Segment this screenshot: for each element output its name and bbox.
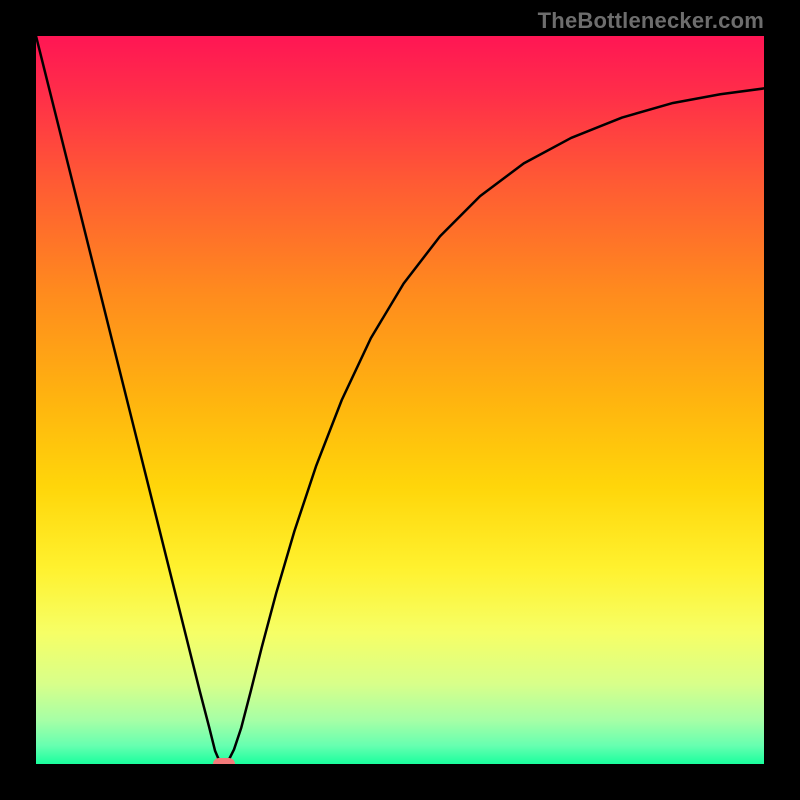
watermark-label: TheBottlenecker.com	[538, 8, 764, 34]
plot-area	[36, 36, 764, 764]
bottleneck-curve	[36, 36, 764, 764]
minimum-marker	[213, 758, 235, 764]
chart-frame: TheBottlenecker.com	[0, 0, 800, 800]
